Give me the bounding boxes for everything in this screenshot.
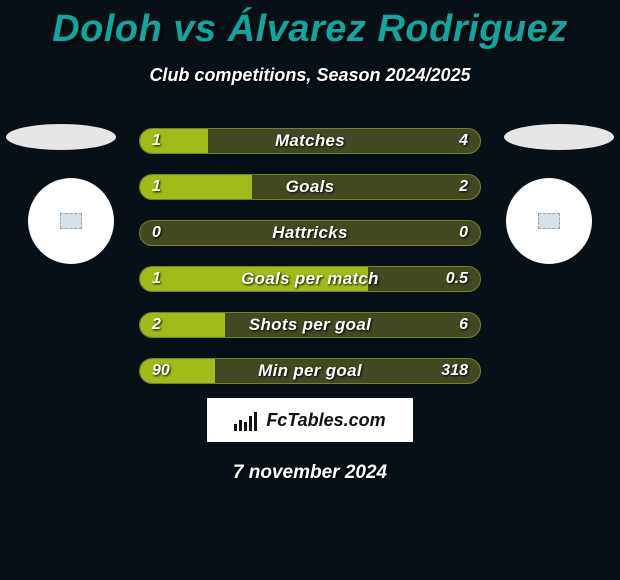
player-left-badge: [28, 178, 114, 264]
stat-value-right: 0.5: [446, 267, 468, 291]
stat-label: Min per goal: [140, 359, 480, 383]
stat-label: Matches: [140, 129, 480, 153]
stat-label: Shots per goal: [140, 313, 480, 337]
stat-row-shots-per-goal: 2 Shots per goal 6: [139, 312, 481, 338]
stat-value-right: 2: [459, 175, 468, 199]
bar-chart-icon: [234, 409, 260, 431]
stat-value-right: 4: [459, 129, 468, 153]
subtitle: Club competitions, Season 2024/2025: [0, 65, 620, 86]
player-right-ellipse: [504, 124, 614, 150]
stat-label: Goals: [140, 175, 480, 199]
stat-label: Hattricks: [140, 221, 480, 245]
stat-row-min-per-goal: 90 Min per goal 318: [139, 358, 481, 384]
date-label: 7 november 2024: [0, 462, 620, 484]
stat-row-goals-per-match: 1 Goals per match 0.5: [139, 266, 481, 292]
flag-icon: [60, 213, 82, 229]
page-title: Doloh vs Álvarez Rodriguez: [0, 0, 620, 51]
player-left-ellipse: [6, 124, 116, 150]
branding-text: FcTables.com: [266, 410, 385, 431]
stats-container: 1 Matches 4 1 Goals 2 0 Hattricks 0 1 Go…: [139, 128, 481, 384]
stat-row-hattricks: 0 Hattricks 0: [139, 220, 481, 246]
stat-row-goals: 1 Goals 2: [139, 174, 481, 200]
stat-value-right: 6: [459, 313, 468, 337]
stat-value-right: 318: [441, 359, 468, 383]
flag-icon: [538, 213, 560, 229]
stat-row-matches: 1 Matches 4: [139, 128, 481, 154]
stat-value-right: 0: [459, 221, 468, 245]
branding-link[interactable]: FcTables.com: [207, 398, 413, 442]
stat-label: Goals per match: [140, 267, 480, 291]
player-right-badge: [506, 178, 592, 264]
